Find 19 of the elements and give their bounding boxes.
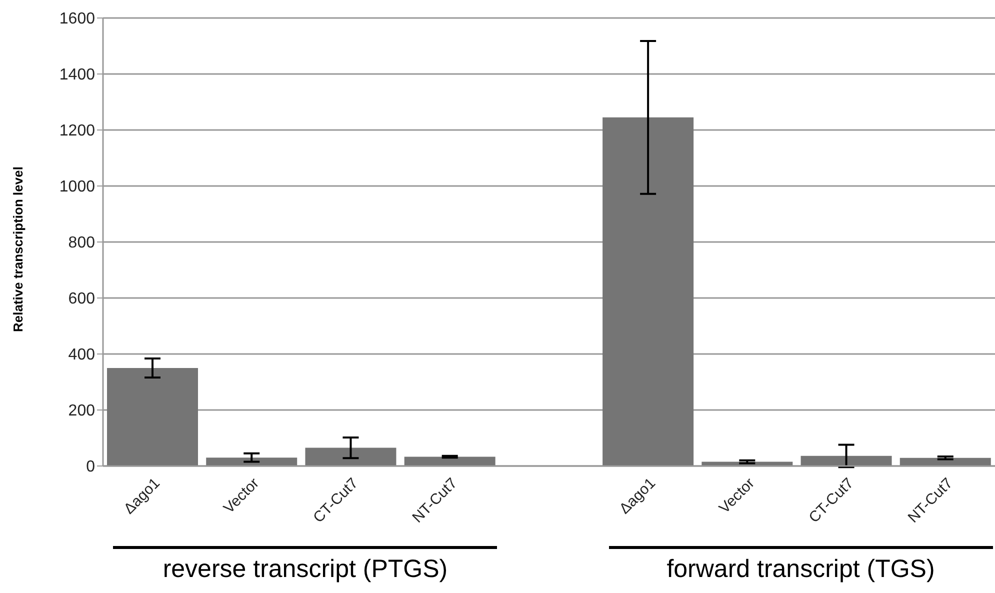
y-tick-label: 800 <box>68 234 96 252</box>
y-tick-label: 200 <box>68 402 96 420</box>
text: reverse transcript (PTGS) <box>162 555 449 584</box>
bar <box>206 458 298 466</box>
y-tick-label: 1200 <box>59 122 96 140</box>
bar <box>305 448 396 466</box>
y-tick-label: 1000 <box>59 178 96 196</box>
bar <box>107 368 198 466</box>
y-tick-label: 1400 <box>59 66 96 84</box>
bar <box>602 117 694 466</box>
y-tick-label: 0 <box>86 458 96 476</box>
bar <box>800 456 892 466</box>
text: forward transcript (TGS) <box>666 555 936 584</box>
y-tick-label: 1600 <box>59 10 96 28</box>
y-axis-title: Relative transcription level <box>10 166 26 332</box>
y-tick-label: 400 <box>68 346 96 364</box>
bar <box>404 456 496 466</box>
bar <box>900 458 991 466</box>
y-tick-label: 600 <box>68 290 96 308</box>
